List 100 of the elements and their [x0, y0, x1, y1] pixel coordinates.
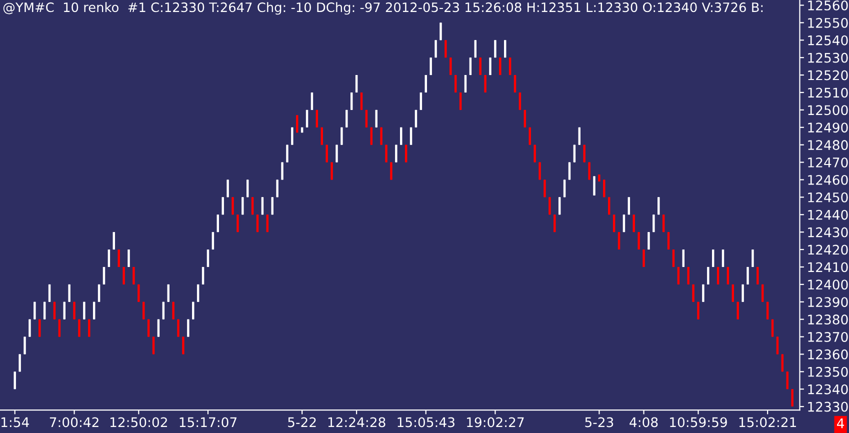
candlestick	[726, 266, 730, 286]
candlestick	[667, 231, 670, 250]
candlestick	[563, 179, 566, 198]
candlestick	[776, 336, 779, 355]
y-tick-label: 12420	[808, 244, 848, 255]
x-tick-label: 1:54	[1, 417, 29, 428]
x-tick-label: 7:00:42	[50, 417, 98, 428]
candlestick	[102, 266, 106, 286]
candlestick	[212, 231, 214, 250]
candlestick	[618, 231, 620, 250]
candlestick	[489, 56, 492, 76]
candlestick	[92, 301, 96, 320]
candlestick	[593, 176, 596, 196]
candlestick	[677, 266, 680, 286]
candlestick	[648, 231, 650, 250]
candlestick	[440, 22, 442, 41]
y-tick-label: 12540	[808, 35, 848, 46]
candlestick	[514, 74, 516, 94]
candlestick	[722, 248, 724, 268]
candlestick	[692, 284, 694, 303]
candlestick	[261, 196, 264, 216]
candlestick	[558, 196, 561, 216]
x-tick-label: 5-23	[585, 417, 614, 428]
y-tick-label: 12350	[808, 366, 848, 377]
candlestick	[469, 56, 472, 76]
candlestick	[662, 214, 665, 233]
x-tick-label: 19:02:27	[467, 417, 524, 428]
candlestick	[370, 126, 373, 146]
x-tick-label: 15:02:21	[739, 417, 796, 428]
y-tick-label: 12360	[808, 349, 848, 360]
candlestick	[316, 109, 318, 128]
x-tick-label: 5-22	[288, 417, 316, 428]
x-tick-label: 4:08	[630, 417, 658, 428]
y-tick-label: 12460	[808, 174, 848, 185]
y-tick-label: 12370	[808, 332, 848, 342]
candlestick	[232, 196, 234, 216]
candlestick	[48, 284, 51, 303]
candlestick	[568, 162, 571, 180]
candlestick	[752, 248, 754, 268]
y-tick-label: 12390	[808, 297, 848, 308]
y-tick-label: 12520	[808, 70, 848, 80]
y-tick-label: 12500	[808, 105, 848, 116]
candlestick	[414, 109, 418, 128]
candlestick	[28, 318, 31, 338]
candlestick	[266, 214, 269, 233]
candlestick	[43, 301, 46, 320]
candlestick	[206, 248, 210, 268]
y-tick-label: 12400	[808, 280, 848, 290]
y-tick-label: 12480	[808, 140, 848, 150]
candlestick	[524, 109, 526, 128]
candlestick	[53, 301, 56, 320]
candlestick	[336, 144, 338, 163]
candlestick	[350, 92, 353, 111]
candlestick	[365, 109, 368, 128]
candlestick	[24, 336, 26, 355]
text: 4	[837, 418, 844, 428]
x-tick-label: 15:05:43	[398, 417, 454, 428]
candlestick	[508, 56, 512, 76]
candlestick	[108, 248, 110, 268]
candlestick	[459, 92, 462, 111]
candlestick	[732, 284, 734, 303]
y-tick-label: 12510	[808, 88, 848, 98]
y-tick-label: 12560	[808, 0, 848, 10]
candlestick	[781, 354, 784, 372]
candlestick	[642, 248, 645, 268]
y-tick-label: 12430	[808, 227, 848, 238]
candlestick	[712, 248, 714, 268]
candlestick	[672, 248, 675, 268]
y-tick-label: 12550	[808, 18, 848, 28]
y-tick-label: 12530	[808, 52, 848, 63]
candlestick	[310, 92, 314, 111]
candlestick	[410, 126, 412, 146]
candlestick	[182, 336, 184, 355]
candlestick	[544, 179, 546, 198]
candlestick	[697, 301, 700, 320]
y-tick-label: 12410	[808, 262, 848, 272]
candlestick	[196, 284, 200, 303]
candlestick	[256, 214, 259, 233]
candlestick	[286, 144, 288, 163]
x-tick-label: 12:24:28	[328, 417, 386, 428]
candlestick	[306, 109, 308, 128]
candlestick	[404, 144, 408, 163]
candlestick	[622, 214, 626, 233]
candlestick	[73, 301, 76, 320]
candlestick	[420, 92, 422, 111]
candlestick	[202, 266, 204, 286]
candlestick	[300, 126, 304, 134]
candlestick	[454, 74, 457, 94]
candlestick	[390, 162, 392, 180]
y-tick-label: 12440	[808, 210, 848, 220]
candlestick	[464, 74, 467, 94]
candlestick	[251, 196, 254, 216]
y-tick-label: 12330	[808, 402, 848, 412]
candlestick	[360, 92, 363, 111]
candlestick	[573, 144, 576, 163]
x-tick-label: 10:59:59	[670, 417, 727, 428]
candlestick	[766, 301, 769, 320]
candlestick	[281, 162, 284, 180]
x-tick-label: 12:50:02	[110, 417, 167, 428]
candlestick	[162, 301, 165, 320]
